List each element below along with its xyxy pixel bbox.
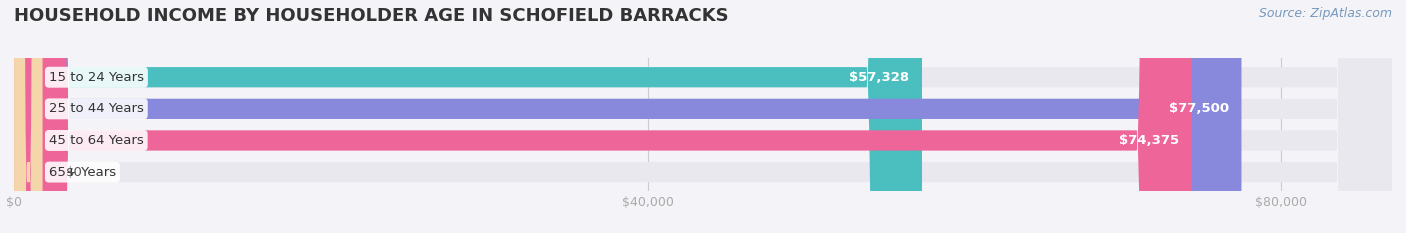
Text: 15 to 24 Years: 15 to 24 Years (49, 71, 143, 84)
FancyBboxPatch shape (14, 0, 1192, 233)
Text: HOUSEHOLD INCOME BY HOUSEHOLDER AGE IN SCHOFIELD BARRACKS: HOUSEHOLD INCOME BY HOUSEHOLDER AGE IN S… (14, 7, 728, 25)
FancyBboxPatch shape (14, 0, 1241, 233)
Text: $0: $0 (66, 166, 83, 178)
FancyBboxPatch shape (14, 0, 1392, 233)
FancyBboxPatch shape (14, 0, 922, 233)
FancyBboxPatch shape (14, 0, 1392, 233)
FancyBboxPatch shape (14, 0, 1392, 233)
FancyBboxPatch shape (14, 0, 1392, 233)
Text: 25 to 44 Years: 25 to 44 Years (49, 102, 143, 115)
Text: Source: ZipAtlas.com: Source: ZipAtlas.com (1258, 7, 1392, 20)
Text: 65+ Years: 65+ Years (49, 166, 117, 178)
Text: 45 to 64 Years: 45 to 64 Years (49, 134, 143, 147)
Text: $77,500: $77,500 (1168, 102, 1229, 115)
Text: $57,328: $57,328 (849, 71, 910, 84)
FancyBboxPatch shape (14, 0, 42, 233)
Text: $74,375: $74,375 (1119, 134, 1180, 147)
